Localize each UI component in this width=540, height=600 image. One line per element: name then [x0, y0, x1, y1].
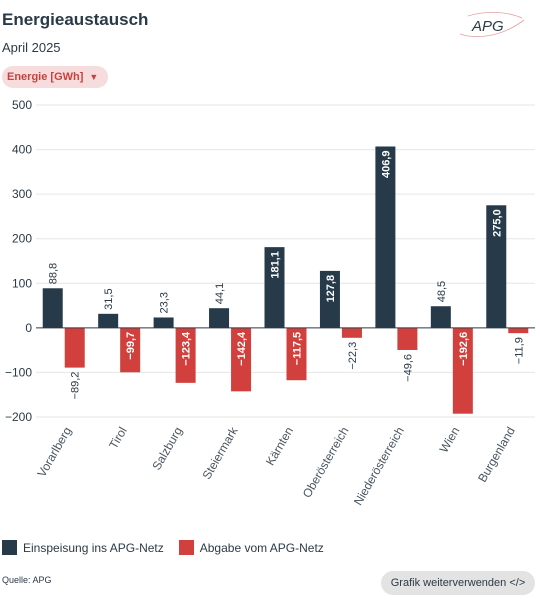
data-label-abgabe: −11,9: [513, 337, 525, 364]
y-tick-label: 400: [12, 143, 32, 157]
source-note: Quelle: APG: [2, 575, 52, 585]
x-category-label: Tirol: [106, 425, 130, 452]
legend-item-abgabe[interactable]: Abgabe vom APG-Netz: [178, 540, 324, 555]
x-category-label: Wien: [437, 425, 463, 456]
data-label-abgabe: −142,4: [236, 331, 248, 366]
bar-abgabe: [64, 327, 85, 368]
data-label-abgabe: −49,6: [402, 354, 414, 382]
x-category-label: Oberösterreich: [300, 425, 352, 501]
bar-einspeisung: [264, 247, 285, 328]
unit-dropdown[interactable]: Energie [GWh] ▼: [2, 66, 109, 88]
x-category-label: Niederösterreich: [351, 425, 407, 508]
y-tick-label: 200: [12, 232, 32, 246]
bar-abgabe: [508, 327, 529, 334]
data-label-einspeisung: 23,3: [159, 292, 171, 313]
data-label-einspeisung: 48,5: [436, 281, 448, 302]
bar-einspeisung: [209, 308, 230, 328]
x-category-label: Salzburg: [149, 425, 185, 473]
y-tick-label: 300: [12, 187, 32, 201]
reuse-chart-button[interactable]: Grafik weiterverwenden </>: [381, 571, 535, 595]
bar-abgabe: [341, 327, 362, 338]
chevron-down-icon: ▼: [89, 72, 99, 82]
y-tick-label: −100: [5, 365, 32, 379]
logo-text: APG: [471, 18, 504, 35]
legend-label-einspeisung: Einspeisung ins APG-Netz: [23, 540, 164, 555]
y-tick-label: 500: [12, 98, 32, 112]
chart-title: Energieaustausch: [2, 10, 149, 29]
legend-label-abgabe: Abgabe vom APG-Netz: [199, 540, 324, 555]
bar-einspeisung: [319, 270, 340, 328]
data-label-abgabe: −192,6: [458, 332, 470, 366]
data-label-einspeisung: 31,5: [103, 288, 115, 309]
bar-einspeisung: [375, 146, 396, 328]
x-category-label: Steiermark: [200, 424, 242, 482]
bar-abgabe: [452, 327, 473, 414]
legend-swatch-einspeisung: [2, 540, 17, 555]
x-category-label: Vorarlberg: [35, 425, 75, 480]
y-tick-label: 100: [12, 276, 32, 290]
data-label-einspeisung: 406,9: [380, 150, 392, 178]
bar-einspeisung: [153, 317, 174, 328]
data-label-einspeisung: 275,0: [491, 209, 503, 237]
bar-chart: −200 −100 0 100 200 300 400 500 88,8 −89,2 Vorarlb…: [5, 98, 535, 508]
data-label-abgabe: −89,2: [70, 372, 82, 400]
data-label-einspeisung: 88,8: [48, 263, 60, 284]
bar-einspeisung: [98, 313, 119, 328]
bar-einspeisung: [42, 288, 63, 328]
x-category-label: Burgenland: [475, 425, 518, 485]
data-label-einspeisung: 127,8: [325, 275, 337, 303]
chart-subtitle: April 2025: [2, 40, 61, 55]
bar-abgabe: [120, 327, 141, 373]
legend-swatch-abgabe: [178, 540, 194, 555]
bar-abgabe: [231, 327, 252, 392]
legend-item-einspeisung[interactable]: Einspeisung ins APG-Netz: [2, 540, 164, 555]
data-label-abgabe: −123,4: [181, 331, 193, 366]
data-label-abgabe: −99,7: [125, 332, 137, 360]
bar-abgabe: [286, 327, 307, 381]
bar-einspeisung: [430, 306, 451, 328]
data-label-abgabe: −22,3: [347, 342, 359, 370]
y-tick-label: 0: [25, 321, 32, 335]
data-label-einspeisung: 44,1: [214, 283, 226, 304]
bar-einspeisung: [486, 205, 507, 328]
y-tick-label: −200: [5, 410, 32, 424]
x-category-label: Kärnten: [263, 425, 296, 468]
apg-logo: APG: [459, 12, 525, 37]
legend: Einspeisung ins APG-Netz Abgabe vom APG-…: [2, 540, 339, 555]
bar-abgabe: [397, 327, 418, 350]
bar-abgabe: [175, 327, 196, 383]
data-label-einspeisung: 181,1: [270, 251, 282, 279]
unit-dropdown-label: Energie [GWh]: [7, 71, 84, 83]
data-label-abgabe: −117,5: [292, 332, 304, 365]
